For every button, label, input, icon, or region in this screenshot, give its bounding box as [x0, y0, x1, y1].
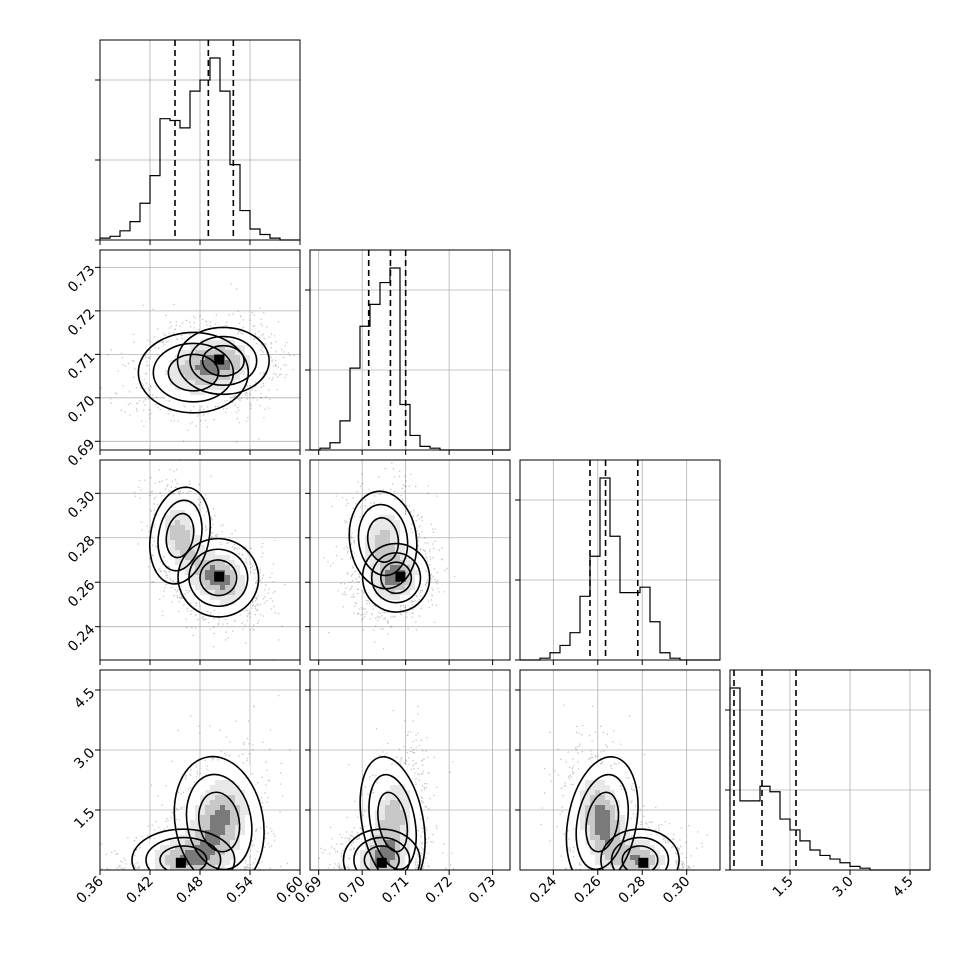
contour-line	[185, 773, 253, 870]
contour-line	[188, 548, 249, 608]
density-fill	[180, 805, 230, 865]
x-tick-label: 0.72	[423, 874, 456, 907]
y-tick-label: 1.5	[71, 805, 98, 832]
contour-line	[199, 559, 238, 597]
contour-line	[575, 773, 630, 870]
histogram-step	[310, 267, 510, 451]
x-tick-label: 3.0	[830, 874, 857, 901]
x-tick-label: 1.5	[770, 874, 797, 901]
density-peak	[638, 857, 649, 868]
contour-line	[366, 517, 400, 563]
y-tick-label: 0.28	[65, 533, 98, 566]
scatter-panel-2-1	[305, 459, 511, 665]
contour-line	[377, 791, 409, 853]
density-peak	[214, 354, 225, 365]
contour-line	[157, 499, 203, 572]
contour-line	[342, 828, 421, 870]
contour-line	[165, 512, 195, 559]
contour-line	[173, 755, 265, 870]
x-tick-label: 4.5	[890, 874, 917, 901]
contour-line	[197, 791, 241, 853]
density-peak	[395, 571, 406, 582]
contour-line	[600, 828, 680, 870]
contour-line	[353, 836, 411, 870]
plot-area	[134, 460, 286, 660]
histogram-panel-1	[305, 249, 511, 455]
panel-frame	[309, 669, 511, 871]
scatter-panel-3-2: 0.24 0.26 0.28 0.30	[515, 669, 721, 907]
histogram-step	[729, 687, 930, 871]
x-tick-label: 0.36	[73, 873, 106, 906]
plot-area	[100, 695, 291, 870]
contour-line	[359, 756, 426, 870]
x-tick-label: 0.28	[616, 874, 649, 907]
density-peak	[376, 857, 387, 868]
y-tick-label: 3.0	[71, 745, 98, 772]
contour-line	[201, 344, 245, 377]
contour-line	[131, 828, 236, 870]
y-tick-label: 0.70	[65, 393, 98, 426]
histogram-panel-3: 1.5 3.0 4.5	[725, 669, 931, 901]
panel-frame	[519, 459, 721, 661]
contour-line	[565, 756, 639, 870]
contour-line	[177, 537, 260, 618]
histogram-panel-2	[515, 459, 721, 665]
contour-line	[370, 552, 422, 604]
histogram-panel-0	[95, 39, 301, 245]
contour-line	[357, 503, 409, 577]
y-tick-label: 4.5	[71, 685, 98, 712]
contour-line	[621, 845, 659, 870]
density-fill	[595, 805, 640, 865]
contour-line	[189, 335, 258, 387]
contour-line	[145, 836, 222, 870]
scatter-panel-3-1: 0.69 0.70 0.71 0.72 0.73	[292, 669, 511, 907]
y-tick-label: 0.26	[65, 577, 98, 610]
y-tick-label: 0.71	[65, 349, 98, 382]
panel-frame	[309, 459, 511, 661]
contour-line	[167, 353, 220, 392]
x-tick-label: 0.24	[527, 873, 560, 906]
contour-line	[361, 542, 431, 613]
x-tick-label: 0.71	[379, 874, 412, 907]
x-tick-label: 0.48	[173, 874, 206, 907]
plot-area	[318, 705, 455, 870]
contour-line	[159, 845, 208, 870]
scatter-points	[100, 695, 291, 870]
plot-area	[540, 704, 708, 870]
panel-frame	[519, 669, 721, 871]
plot-area	[100, 283, 295, 443]
y-tick-label: 0.72	[65, 306, 98, 339]
x-tick-label: 0.54	[223, 873, 256, 906]
contour-line	[137, 331, 250, 414]
plot-area	[323, 462, 456, 650]
scatter-panel-1-0: 0.69 0.70 0.71 0.72 0.73	[65, 249, 301, 470]
contour-line	[152, 342, 235, 403]
contour-line	[176, 326, 270, 396]
contour-line	[149, 486, 211, 585]
contour-line	[368, 773, 417, 870]
density-peak	[214, 571, 225, 582]
histogram-step	[520, 477, 720, 661]
scatter-panel-2-0: 0.24 0.26 0.28 0.30	[65, 459, 301, 665]
y-tick-label: 0.24	[65, 622, 98, 655]
x-tick-label: 0.26	[571, 873, 604, 906]
x-tick-label: 0.42	[123, 874, 156, 907]
x-tick-label: 0.70	[336, 874, 369, 907]
scatter-panel-3-0: 0.36 0.42 0.48 0.54 0.601.53.04.5	[71, 669, 307, 907]
histogram-step	[99, 57, 300, 241]
y-tick-label: 0.69	[65, 436, 98, 469]
contour-line	[380, 561, 413, 595]
x-tick-label: 0.73	[466, 874, 499, 907]
density-peak	[175, 857, 186, 868]
contour-line	[585, 791, 620, 853]
contour-line	[348, 490, 418, 590]
contour-line	[363, 845, 400, 870]
y-tick-label: 0.30	[65, 488, 98, 521]
x-tick-label: 0.30	[660, 874, 693, 907]
y-tick-label: 0.73	[65, 262, 98, 295]
panel-frame	[309, 249, 511, 451]
panel-frame	[729, 669, 931, 871]
